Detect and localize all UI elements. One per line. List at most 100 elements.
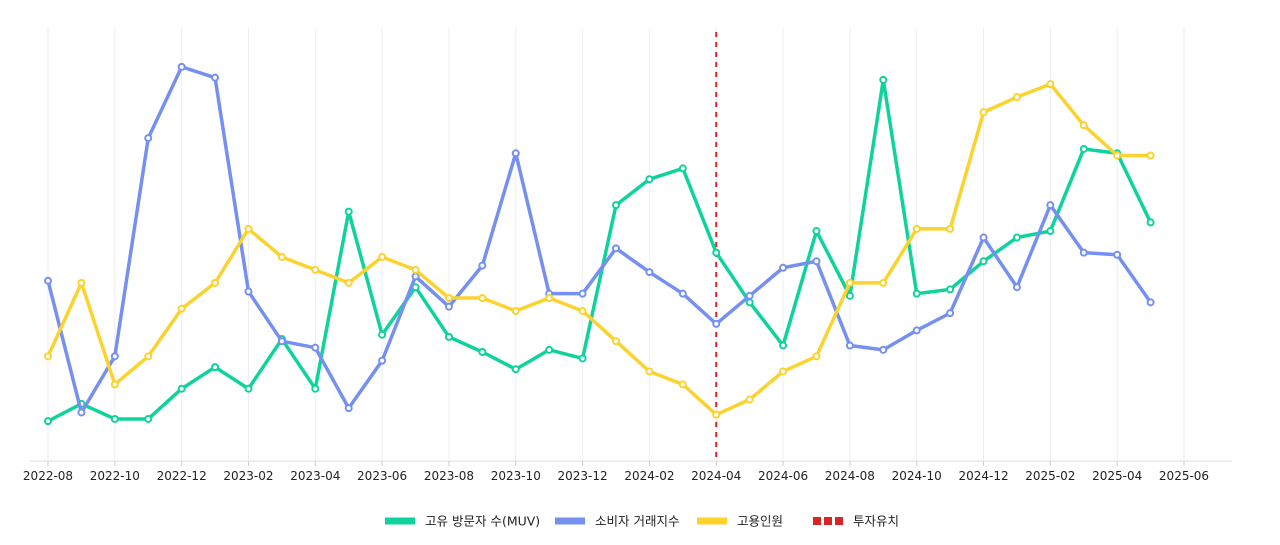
data-point[interactable] xyxy=(779,341,788,350)
data-point[interactable] xyxy=(411,265,420,274)
data-point[interactable] xyxy=(645,367,654,376)
data-point[interactable] xyxy=(845,291,854,300)
data-point[interactable] xyxy=(77,408,86,417)
data-point[interactable] xyxy=(244,224,253,233)
data-point[interactable] xyxy=(311,265,320,274)
data-point[interactable] xyxy=(444,302,453,311)
data-point[interactable] xyxy=(1113,151,1122,160)
data-point[interactable] xyxy=(1046,80,1055,89)
data-point[interactable] xyxy=(1146,218,1155,227)
data-point[interactable] xyxy=(912,326,921,335)
data-point[interactable] xyxy=(779,367,788,376)
data-point[interactable] xyxy=(812,352,821,361)
data-point[interactable] xyxy=(144,414,153,423)
data-point[interactable] xyxy=(244,287,253,296)
data-point[interactable] xyxy=(411,272,420,281)
legend-item[interactable]: 투자유치 xyxy=(813,514,899,529)
data-point[interactable] xyxy=(211,363,220,372)
data-point[interactable] xyxy=(478,261,487,270)
data-point[interactable] xyxy=(110,414,119,423)
data-point[interactable] xyxy=(745,298,754,307)
data-point[interactable] xyxy=(845,278,854,287)
data-point[interactable] xyxy=(144,352,153,361)
data-point[interactable] xyxy=(44,276,52,285)
data-point[interactable] xyxy=(211,278,220,287)
data-point[interactable] xyxy=(1012,93,1021,102)
data-point[interactable] xyxy=(1046,227,1055,236)
data-point[interactable] xyxy=(845,341,854,350)
data-point[interactable] xyxy=(678,289,687,298)
data-point[interactable] xyxy=(177,304,186,313)
data-point[interactable] xyxy=(779,263,788,272)
data-point[interactable] xyxy=(1146,298,1155,307)
data-point[interactable] xyxy=(177,384,186,393)
data-point[interactable] xyxy=(712,248,721,257)
data-point[interactable] xyxy=(77,278,86,287)
data-point[interactable] xyxy=(1113,250,1122,259)
data-point[interactable] xyxy=(612,201,620,210)
data-point[interactable] xyxy=(979,108,988,117)
data-point[interactable] xyxy=(612,244,620,253)
data-point[interactable] xyxy=(645,175,654,184)
data-point[interactable] xyxy=(311,343,320,352)
data-point[interactable] xyxy=(745,291,754,300)
data-point[interactable] xyxy=(1046,201,1055,210)
data-point[interactable] xyxy=(1146,151,1155,160)
data-point[interactable] xyxy=(511,306,520,315)
data-point[interactable] xyxy=(745,395,754,404)
data-point[interactable] xyxy=(545,345,554,354)
data-point[interactable] xyxy=(144,134,153,143)
data-point[interactable] xyxy=(946,224,955,233)
data-point[interactable] xyxy=(478,294,487,302)
data-point[interactable] xyxy=(277,337,286,346)
data-point[interactable] xyxy=(545,294,554,302)
data-point[interactable] xyxy=(912,224,921,233)
data-point[interactable] xyxy=(177,62,186,71)
data-point[interactable] xyxy=(879,345,888,354)
data-point[interactable] xyxy=(511,149,520,158)
data-point[interactable] xyxy=(244,384,253,393)
data-point[interactable] xyxy=(444,332,453,341)
data-point[interactable] xyxy=(946,309,955,318)
data-point[interactable] xyxy=(678,380,687,389)
data-point[interactable] xyxy=(712,410,721,419)
data-point[interactable] xyxy=(378,356,387,365)
data-point[interactable] xyxy=(979,233,988,242)
data-point[interactable] xyxy=(946,285,955,294)
data-point[interactable] xyxy=(378,252,387,261)
data-point[interactable] xyxy=(110,380,119,389)
data-point[interactable] xyxy=(612,337,620,346)
data-point[interactable] xyxy=(578,354,587,363)
data-point[interactable] xyxy=(812,227,821,236)
data-point[interactable] xyxy=(879,278,888,287)
data-point[interactable] xyxy=(511,365,520,374)
data-point[interactable] xyxy=(110,352,119,361)
data-point[interactable] xyxy=(478,348,487,356)
data-point[interactable] xyxy=(578,306,587,315)
data-point[interactable] xyxy=(1012,233,1021,242)
legend-item[interactable]: 고용인원 xyxy=(697,514,783,529)
data-point[interactable] xyxy=(444,294,453,302)
data-point[interactable] xyxy=(812,257,821,266)
data-point[interactable] xyxy=(879,75,888,84)
data-point[interactable] xyxy=(277,252,286,261)
data-point[interactable] xyxy=(712,319,721,328)
data-point[interactable] xyxy=(1079,144,1088,153)
data-point[interactable] xyxy=(1079,248,1088,257)
legend-item[interactable]: 고유 방문자 수(MUV) xyxy=(385,514,540,529)
data-point[interactable] xyxy=(344,207,353,216)
data-point[interactable] xyxy=(44,417,52,426)
data-point[interactable] xyxy=(211,73,220,82)
data-point[interactable] xyxy=(979,257,988,266)
data-point[interactable] xyxy=(645,268,654,277)
data-point[interactable] xyxy=(912,289,921,298)
data-point[interactable] xyxy=(44,352,52,361)
data-point[interactable] xyxy=(578,289,587,298)
data-point[interactable] xyxy=(1079,121,1088,130)
data-point[interactable] xyxy=(378,330,387,339)
data-point[interactable] xyxy=(1012,283,1021,292)
data-point[interactable] xyxy=(678,164,687,173)
data-point[interactable] xyxy=(344,278,353,287)
data-point[interactable] xyxy=(311,384,320,393)
legend-item[interactable]: 소비자 거래지수 xyxy=(555,514,679,529)
